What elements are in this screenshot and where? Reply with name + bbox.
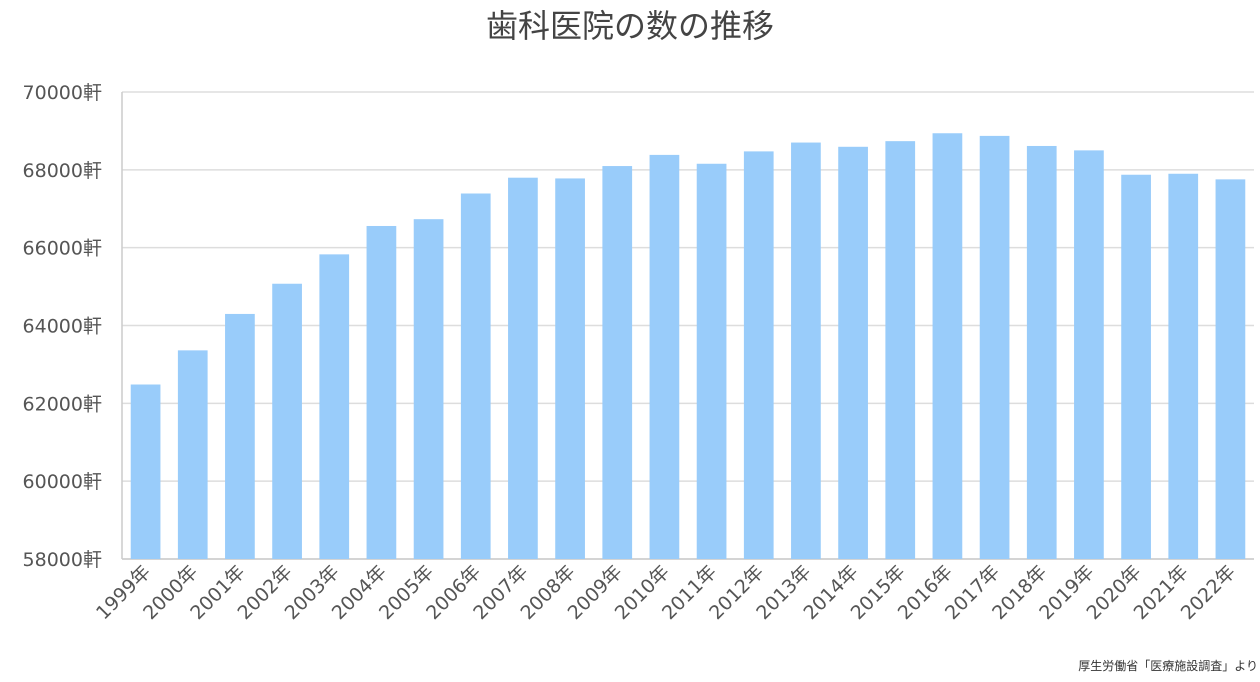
y-tick-label-58000: 58000軒 bbox=[23, 549, 102, 571]
bar-2015年 bbox=[885, 141, 916, 560]
bar-2006年 bbox=[460, 193, 491, 559]
y-tick-label-60000: 60000軒 bbox=[23, 471, 102, 493]
bar-2005年 bbox=[413, 219, 444, 559]
source-note: 厚生労働省「医療施設調査」より bbox=[1078, 659, 1258, 673]
bar-2011年 bbox=[696, 163, 727, 559]
bar-2016年 bbox=[932, 133, 963, 560]
bar-2010年 bbox=[649, 154, 680, 559]
bar-2022年 bbox=[1215, 179, 1246, 559]
bar-2017年 bbox=[979, 135, 1010, 559]
bar-2007年 bbox=[508, 177, 538, 559]
bar-2000年 bbox=[177, 350, 208, 559]
bar-2020年 bbox=[1121, 174, 1151, 560]
chart-title: 歯科医院の数の推移 bbox=[485, 7, 774, 45]
bar-2004年 bbox=[366, 225, 397, 559]
bar-2001年 bbox=[225, 313, 255, 559]
bar-2018年 bbox=[1026, 145, 1057, 559]
bar-1999年 bbox=[130, 384, 161, 559]
bar-2003年 bbox=[319, 254, 350, 559]
y-tick-label-68000: 68000軒 bbox=[23, 160, 102, 182]
y-tick-label-62000: 62000軒 bbox=[23, 393, 102, 415]
bar-2019年 bbox=[1074, 150, 1104, 559]
bar-2008年 bbox=[555, 178, 585, 560]
bar-2021年 bbox=[1168, 173, 1199, 559]
bar-2009年 bbox=[602, 166, 633, 559]
bar-2013年 bbox=[791, 142, 821, 560]
y-tick-label-70000: 70000軒 bbox=[23, 82, 102, 104]
y-tick-label-66000: 66000軒 bbox=[23, 238, 102, 260]
y-tick-label-64000: 64000軒 bbox=[23, 316, 102, 338]
bar-2014年 bbox=[838, 146, 868, 559]
bar-2012年 bbox=[743, 151, 774, 559]
bar-2002年 bbox=[272, 283, 302, 559]
